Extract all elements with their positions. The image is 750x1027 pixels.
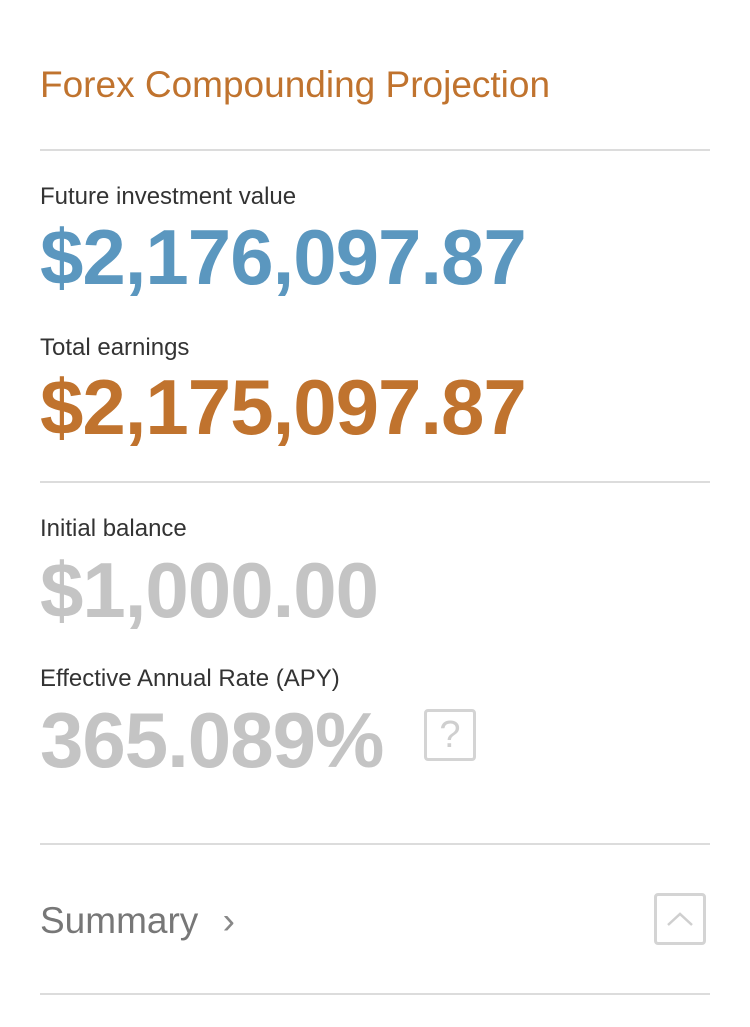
divider [40,843,710,845]
initial-balance-value: $1,000.00 [40,546,379,634]
initial-balance-label: Initial balance [40,515,187,542]
page-title: Forex Compounding Projection [40,64,551,105]
total-earnings-value: $2,175,097.87 [40,363,527,451]
total-earnings-label: Total earnings [40,334,190,361]
chevron-up-icon[interactable] [654,893,706,945]
apy-label: Effective Annual Rate (APY) [40,665,340,692]
divider [40,149,710,151]
help-icon[interactable]: ? [424,709,476,761]
apy-value: 365.089% [40,696,384,784]
summary-label: Summary [40,900,199,941]
divider [40,993,710,995]
future-value-label: Future investment value [40,183,297,210]
chevron-right-icon: › [222,900,235,941]
summary-toggle[interactable]: Summary › [40,900,235,942]
future-value: $2,176,097.87 [40,213,527,301]
divider [40,481,710,483]
